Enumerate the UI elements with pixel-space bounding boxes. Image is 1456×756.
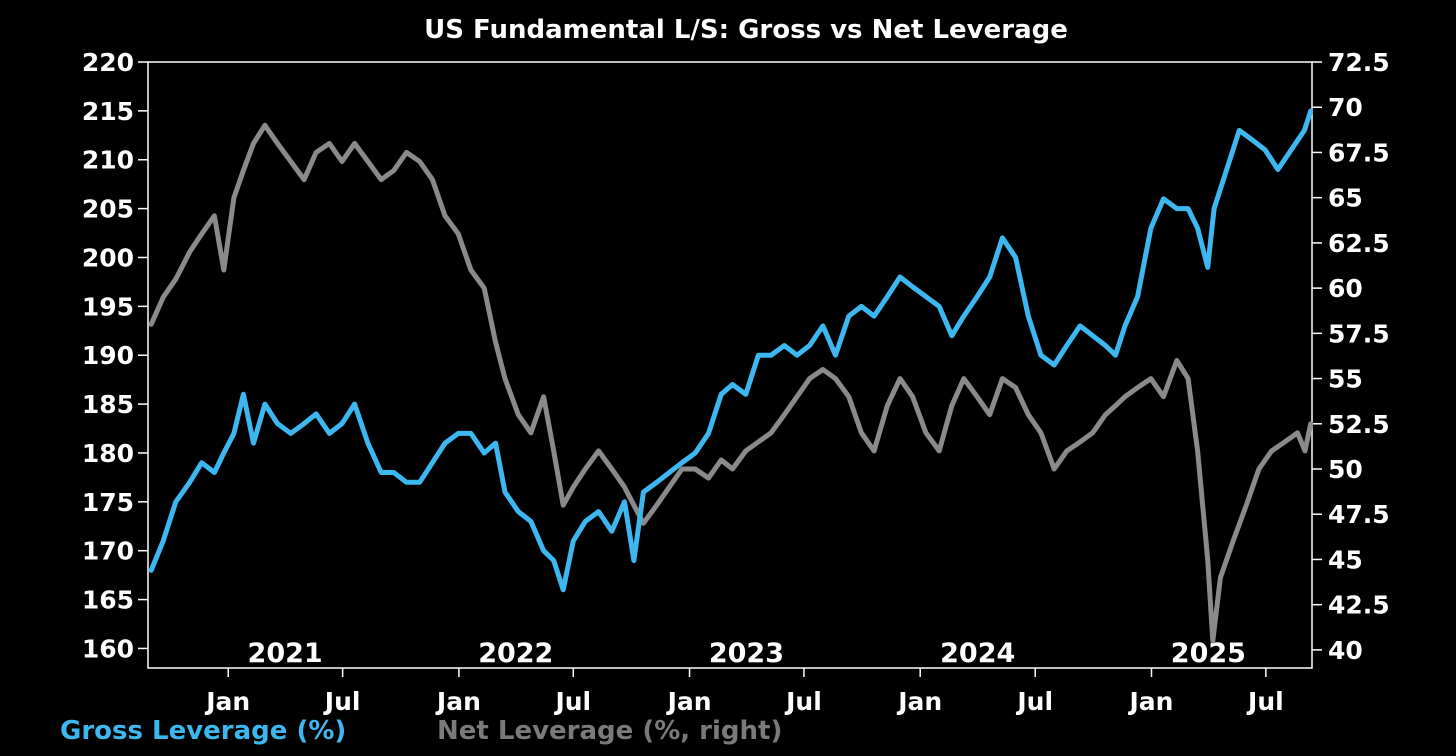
plot-border — [147, 61, 1313, 669]
right-axis-tick-label: 52.5 — [1328, 410, 1390, 439]
left-axis-tick-label: 195 — [82, 292, 134, 321]
left-axis-tick-label: 180 — [82, 439, 134, 468]
right-axis-tick-label: 42.5 — [1328, 591, 1390, 620]
legend-gross: Gross Leverage (%) — [60, 716, 347, 746]
x-axis-month-label: Jul — [784, 687, 822, 716]
left-axis-tick-label: 190 — [82, 341, 134, 370]
left-axis-tick-label: 210 — [82, 146, 134, 175]
x-axis-month-label: Jan — [204, 687, 250, 716]
x-axis-year-label: 2023 — [709, 638, 784, 669]
x-axis-month-label: Jan — [435, 687, 481, 716]
left-axis-tick-label: 175 — [82, 488, 134, 517]
right-axis-tick-label: 55 — [1328, 365, 1363, 394]
gross-leverage-line — [148, 108, 1314, 593]
x-axis-year-label: 2022 — [478, 638, 553, 669]
x-axis-month-label: Jul — [323, 687, 361, 716]
right-axis-tick-label: 60 — [1328, 274, 1363, 303]
right-axis-tick-label: 57.5 — [1328, 319, 1390, 348]
x-axis-month-label: Jan — [896, 687, 942, 716]
x-axis-year-label: 2025 — [1171, 638, 1246, 669]
left-axis-tick-label: 205 — [82, 195, 134, 224]
right-axis-tick-label: 50 — [1328, 455, 1363, 484]
left-axis-tick-label: 185 — [82, 390, 134, 419]
right-axis-tick-label: 65 — [1328, 184, 1363, 213]
x-axis-month-label: Jan — [666, 687, 712, 716]
left-axis-tick-label: 200 — [82, 243, 134, 272]
right-axis-tick-label: 70 — [1328, 93, 1363, 122]
left-axis-tick-label: 220 — [82, 48, 134, 77]
chart-title: US Fundamental L/S: Gross vs Net Leverag… — [424, 15, 1068, 45]
right-axis-tick-label: 72.5 — [1328, 48, 1390, 77]
x-axis-month-label: Jul — [1015, 687, 1053, 716]
left-axis-tick-label: 160 — [82, 634, 134, 663]
right-axis-tick-label: 47.5 — [1328, 500, 1390, 529]
right-axis-tick-label: 62.5 — [1328, 229, 1390, 258]
right-axis-tick-label: 40 — [1328, 636, 1363, 665]
left-axis-tick-label: 165 — [82, 586, 134, 615]
right-axis-tick-label: 45 — [1328, 545, 1363, 574]
x-axis-year-label: 2021 — [248, 638, 323, 669]
left-axis-tick-label: 215 — [82, 97, 134, 126]
axes-group: 160 165 170 175 180 185 190 195 200 205 210 215 220 4… — [82, 48, 1390, 716]
x-axis-month-label: Jul — [553, 687, 591, 716]
x-axis-month-label: Jan — [1127, 687, 1173, 716]
x-axis-month-label: Jul — [1246, 687, 1284, 716]
left-axis-tick-label: 170 — [82, 537, 134, 566]
net-leverage-line — [148, 122, 1314, 644]
right-axis-tick-label: 67.5 — [1328, 138, 1390, 167]
x-axis-year-label: 2024 — [940, 638, 1015, 669]
legend-net: Net Leverage (%, right) — [437, 716, 783, 746]
series-group — [148, 108, 1314, 644]
